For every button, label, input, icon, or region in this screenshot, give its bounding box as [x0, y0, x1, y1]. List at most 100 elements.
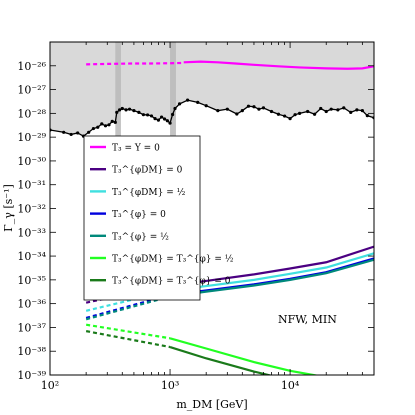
y-ticks-group: 10⁻²⁶ 10⁻²⁷ 10⁻²⁸ 10⁻²⁹ 10⁻³⁰ 10⁻³¹ 10⁻³² 10⁻³³…: [17, 60, 374, 382]
bounds-point: [261, 106, 266, 110]
series-6-solid-line: [169, 345, 273, 375]
bounds-point: [319, 106, 323, 111]
bounds-point: [76, 131, 80, 135]
bounds-point: [196, 100, 200, 104]
bounds-point: [252, 105, 256, 109]
bounds-point: [293, 113, 297, 117]
bounds-point: [159, 115, 164, 119]
bounds-point: [113, 120, 117, 124]
bounds-point: [145, 113, 150, 117]
bounds-point: [225, 107, 229, 111]
y-tick-label: 10⁻³⁹: [17, 369, 46, 382]
bounds-point: [100, 122, 104, 126]
series-0-dashed-line: [86, 61, 184, 66]
legend-label: T₃^{φ} = 0: [112, 210, 166, 220]
legend-label: T₃^{φDM} = T₃^{φ} = 0: [112, 277, 231, 287]
excluded-region-group: [50, 42, 374, 137]
bounds-point: [170, 112, 175, 117]
y-tick-label: 10⁻²⁹: [17, 131, 46, 144]
bounds-point: [282, 114, 287, 118]
gray-band-1: [170, 42, 176, 138]
bounds-point: [103, 124, 108, 128]
bounds-point: [107, 123, 111, 127]
y-tick-label: 10⁻³⁰: [17, 155, 46, 168]
y-axis-label: Γ_γ [s⁻¹]: [2, 184, 15, 232]
bounds-point: [132, 109, 136, 113]
bounds-point: [257, 107, 261, 111]
series-5-solid-line: [169, 337, 320, 375]
bounds-point: [162, 117, 167, 121]
x-axis-label: m_DM [GeV]: [176, 398, 247, 411]
y-tick-label: 10⁻²⁶: [17, 60, 46, 73]
bounds-line-group: [50, 98, 374, 138]
bounds-point: [165, 119, 169, 123]
bounds-point: [185, 98, 190, 102]
bounds-point: [288, 117, 292, 121]
bounds-point: [153, 117, 157, 121]
bounds-point: [355, 108, 359, 112]
y-tick-label: 10⁻³⁷: [17, 321, 46, 334]
bounds-point: [87, 130, 91, 134]
bounds-point: [276, 112, 281, 116]
legend-label: T₃^{φDM} = ½: [112, 187, 186, 198]
bounds-point: [177, 102, 182, 106]
series-0-solid-line: [183, 60, 374, 70]
bounds-point: [96, 125, 100, 129]
bounds-point: [216, 109, 220, 113]
y-tick-label: 10⁻³⁴: [17, 250, 46, 263]
plot-area: [50, 42, 374, 375]
bounds-point: [149, 114, 154, 118]
bounds-point: [115, 110, 119, 114]
bounds-point: [329, 107, 333, 111]
x-tick-label: 10⁴: [281, 379, 300, 392]
bounds-point: [124, 108, 128, 112]
bounds-point: [297, 111, 302, 115]
bounds-point: [120, 106, 124, 111]
y-tick-label: 10⁻³⁶: [17, 298, 46, 311]
annotation-group: NFW, MIN: [278, 313, 337, 326]
bounds-point: [118, 108, 122, 112]
bounds-point: [324, 109, 328, 114]
bounds-point: [365, 114, 369, 118]
bounds-point: [349, 110, 353, 114]
bounds-point: [91, 126, 96, 131]
legend: T₃ = Y = 0 T₃^{φDM} = 0 T₃^{φDM} = ½ T₃^{φ}…: [83, 135, 234, 301]
bounds-point: [62, 130, 66, 134]
bounds-point: [141, 113, 146, 117]
bounds-point: [137, 110, 141, 114]
bounds-point: [235, 112, 239, 116]
y-tick-label: 10⁻³³: [17, 226, 46, 239]
bounds-point: [110, 119, 114, 123]
legend-frame: [83, 135, 201, 301]
bounds-point: [173, 106, 177, 111]
x-tick-label: 10³: [161, 379, 179, 392]
legend-label: T₃^{φDM} = T₃^{φ} = ½: [112, 254, 234, 265]
series-6-dashed-line: [85, 330, 171, 349]
bounds-point: [312, 112, 317, 116]
x-ticks-group: 10² 10³ 10⁴: [41, 42, 375, 392]
y-tick-label: 10⁻²⁸: [17, 107, 46, 120]
bounds-point: [69, 132, 73, 137]
legend-label: T₃^{φ} = ½: [112, 231, 169, 242]
bounds-point: [240, 109, 244, 113]
y-tick-label: 10⁻²⁷: [17, 84, 46, 97]
y-tick-label: 10⁻³²: [17, 203, 46, 216]
bounds-point: [127, 107, 132, 111]
series-5-dashed-line: [85, 323, 171, 340]
bounds-point: [269, 109, 274, 114]
nfw-min-annotation: NFW, MIN: [278, 313, 337, 326]
bounds-point: [156, 118, 161, 122]
legend-label: T₃ = Y = 0: [112, 144, 160, 154]
bounds-point: [336, 108, 340, 112]
y-tick-label: 10⁻³⁸: [17, 345, 46, 358]
y-tick-label: 10⁻³⁵: [17, 274, 46, 287]
bounds-point: [204, 104, 208, 108]
gray-band-0: [115, 42, 121, 138]
bounds-point: [360, 109, 364, 113]
bounds-point: [306, 109, 310, 114]
legend-label: T₃^{φDM} = 0: [112, 166, 183, 176]
x-tick-label: 10²: [41, 379, 59, 392]
axes-group: 10² 10³ 10⁴ 10⁻²⁶ 10⁻²⁷ 10⁻²⁸ 10⁻²⁹ 10⁻³⁰ 10⁻³¹…: [2, 41, 375, 411]
gray-bands-group: [115, 42, 176, 138]
